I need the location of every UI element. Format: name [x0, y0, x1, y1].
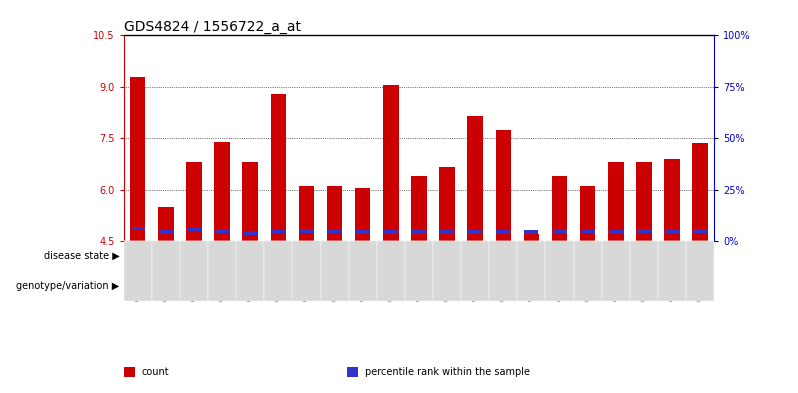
Bar: [356, 230, 369, 233]
Bar: [355, 188, 370, 241]
Bar: [412, 230, 426, 233]
Bar: [523, 234, 539, 241]
Bar: [637, 230, 651, 233]
Text: count: count: [141, 367, 169, 377]
Text: TMPRSS2:ERG gene fusion positive: TMPRSS2:ERG gene fusion positive: [134, 281, 282, 290]
Text: TMPRSS2:ERG gene fusion negative: TMPRSS2:ERG gene fusion negative: [298, 281, 484, 291]
Bar: [468, 116, 483, 241]
Bar: [327, 186, 342, 241]
FancyBboxPatch shape: [490, 272, 713, 299]
FancyBboxPatch shape: [490, 242, 713, 269]
Text: disease state ▶: disease state ▶: [44, 251, 120, 261]
Bar: [187, 228, 201, 231]
Bar: [243, 162, 258, 241]
Bar: [215, 229, 229, 233]
Text: prostate cancer: prostate cancer: [266, 251, 348, 261]
Bar: [271, 94, 286, 241]
Bar: [130, 77, 145, 241]
Text: GDS4824 / 1556722_a_at: GDS4824 / 1556722_a_at: [124, 20, 301, 34]
FancyBboxPatch shape: [124, 272, 292, 299]
Bar: [158, 207, 174, 241]
Bar: [665, 230, 679, 233]
Bar: [243, 231, 257, 235]
Bar: [496, 130, 511, 241]
Bar: [580, 186, 595, 241]
Bar: [131, 227, 144, 230]
Bar: [468, 230, 482, 233]
Text: control: control: [583, 281, 621, 291]
Bar: [440, 230, 454, 233]
Bar: [383, 85, 398, 241]
Bar: [328, 230, 342, 233]
Bar: [552, 176, 567, 241]
Bar: [215, 141, 230, 241]
Bar: [636, 162, 652, 241]
Bar: [496, 230, 510, 233]
Bar: [411, 176, 427, 241]
Text: percentile rank within the sample: percentile rank within the sample: [365, 367, 530, 377]
Bar: [271, 230, 286, 233]
Text: genotype/variation ▶: genotype/variation ▶: [17, 281, 120, 291]
Bar: [298, 186, 314, 241]
Bar: [440, 167, 455, 241]
Bar: [608, 162, 623, 241]
Bar: [524, 230, 539, 233]
Bar: [552, 229, 567, 233]
FancyBboxPatch shape: [124, 242, 488, 269]
Bar: [384, 230, 397, 233]
Bar: [299, 229, 314, 233]
Bar: [581, 230, 595, 233]
FancyBboxPatch shape: [293, 272, 488, 299]
Bar: [609, 230, 622, 233]
Bar: [664, 159, 680, 241]
Bar: [693, 143, 708, 241]
Bar: [693, 230, 707, 233]
Text: normal: normal: [583, 251, 620, 261]
Bar: [159, 230, 173, 233]
Bar: [186, 162, 202, 241]
